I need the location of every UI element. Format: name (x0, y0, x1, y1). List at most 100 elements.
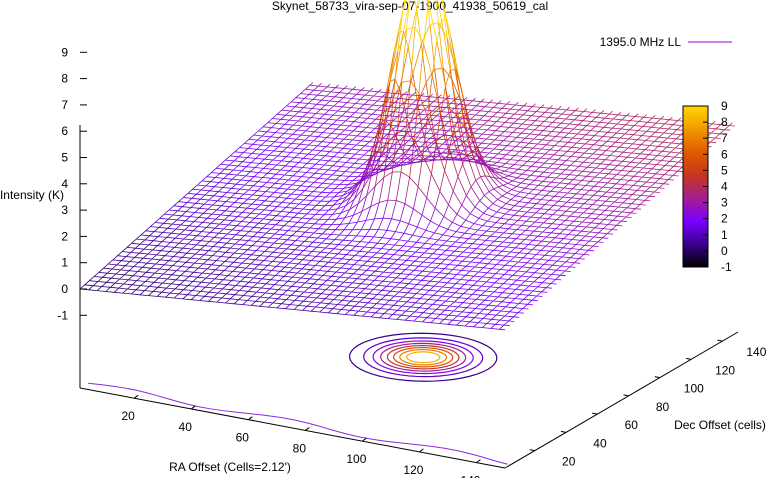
mesh-segment (501, 107, 511, 110)
mesh-segment (560, 220, 566, 225)
mesh-segment (561, 215, 570, 217)
mesh-segment (598, 228, 604, 234)
mesh-segment (672, 170, 678, 176)
mesh-segment (338, 239, 344, 245)
mesh-segment (419, 113, 429, 116)
mesh-segment (150, 276, 159, 279)
mesh-segment (336, 128, 345, 131)
mesh-segment (135, 285, 141, 291)
mesh-segment (381, 285, 387, 291)
mesh-segment (195, 202, 205, 205)
mesh-segment (398, 0, 406, 33)
mesh-segment (112, 255, 118, 261)
contour-line (88, 382, 508, 465)
mesh-segment (304, 148, 313, 151)
mesh-segment (523, 206, 532, 209)
mesh-segment (305, 222, 315, 225)
mesh-segment (246, 162, 252, 168)
mesh-segment (577, 221, 583, 227)
mesh-segment (126, 242, 132, 248)
mesh-segment (524, 276, 531, 282)
mesh-segment (189, 225, 198, 227)
mesh-segment (243, 240, 249, 246)
mesh-segment (106, 281, 116, 284)
mesh-segment (211, 264, 221, 266)
mesh-segment (257, 181, 267, 183)
mesh-segment (482, 272, 488, 278)
mesh-segment (594, 172, 600, 178)
mesh-segment (413, 279, 422, 281)
mesh-segment (566, 197, 572, 203)
mesh-segment (389, 157, 399, 159)
mesh-segment (301, 264, 307, 270)
mesh-segment (302, 208, 312, 211)
mesh-segment (97, 290, 106, 292)
mesh-segment (278, 142, 284, 148)
mesh-segment (263, 205, 270, 211)
mesh-segment (268, 256, 278, 258)
mesh-segment (216, 260, 225, 262)
mesh-segment (98, 267, 104, 273)
mesh-segment (616, 119, 623, 125)
mesh-segment (452, 190, 463, 206)
mesh-segment (649, 145, 659, 147)
mesh-segment (254, 213, 260, 219)
mesh-segment (508, 172, 514, 177)
mesh-segment (413, 316, 419, 322)
mesh-segment (424, 252, 433, 255)
mesh-segment (415, 251, 425, 254)
mesh-segment (228, 266, 238, 268)
mesh-segment (322, 229, 328, 235)
mesh-segment (547, 122, 553, 127)
mesh-segment (454, 154, 460, 159)
mesh-segment (524, 142, 530, 148)
mesh-segment (398, 148, 408, 151)
mesh-segment (609, 151, 615, 156)
mesh-segment (251, 241, 258, 246)
mesh-segment (615, 192, 624, 195)
mesh-segment (635, 157, 645, 160)
mesh-segment (204, 203, 213, 206)
mesh-segment (509, 167, 519, 170)
mesh-segment (569, 225, 578, 227)
mesh-segment (182, 206, 191, 208)
mesh-segment (252, 232, 258, 237)
mesh-segment (231, 225, 238, 231)
mesh-segment (283, 230, 289, 236)
mesh-segment (296, 226, 302, 232)
mesh-segment (462, 117, 471, 120)
mesh-segment (626, 203, 632, 209)
mesh-segment (362, 265, 372, 267)
mesh-segment (297, 171, 307, 173)
mesh-segment (676, 125, 682, 131)
mesh-segment (214, 278, 224, 281)
mesh-segment (546, 274, 552, 279)
mesh-segment (622, 147, 629, 153)
mesh-segment (201, 277, 207, 283)
mesh-segment (403, 0, 410, 32)
mesh-segment (277, 192, 284, 198)
mesh-segment (183, 289, 193, 291)
mesh-segment (249, 217, 255, 223)
mesh-segment (238, 156, 248, 158)
mesh-segment (150, 263, 156, 269)
mesh-segment (482, 225, 492, 228)
mesh-segment (668, 170, 678, 172)
mesh-segment (501, 117, 510, 119)
mesh-segment (551, 181, 561, 184)
mesh-segment (210, 273, 220, 276)
mesh-segment (543, 218, 549, 224)
mesh-segment (398, 233, 405, 241)
mesh-segment (627, 147, 637, 150)
mesh-segment (247, 296, 253, 301)
mesh-segment (441, 20, 451, 71)
mesh-segment (354, 251, 360, 256)
mesh-segment (267, 265, 277, 267)
mesh-segment (506, 192, 516, 197)
mesh-segment (485, 286, 491, 292)
mesh-segment (498, 144, 508, 147)
mesh-segment (550, 237, 556, 243)
mesh-segment (296, 125, 303, 131)
mesh-segment (524, 235, 530, 240)
mesh-segment (134, 257, 144, 259)
